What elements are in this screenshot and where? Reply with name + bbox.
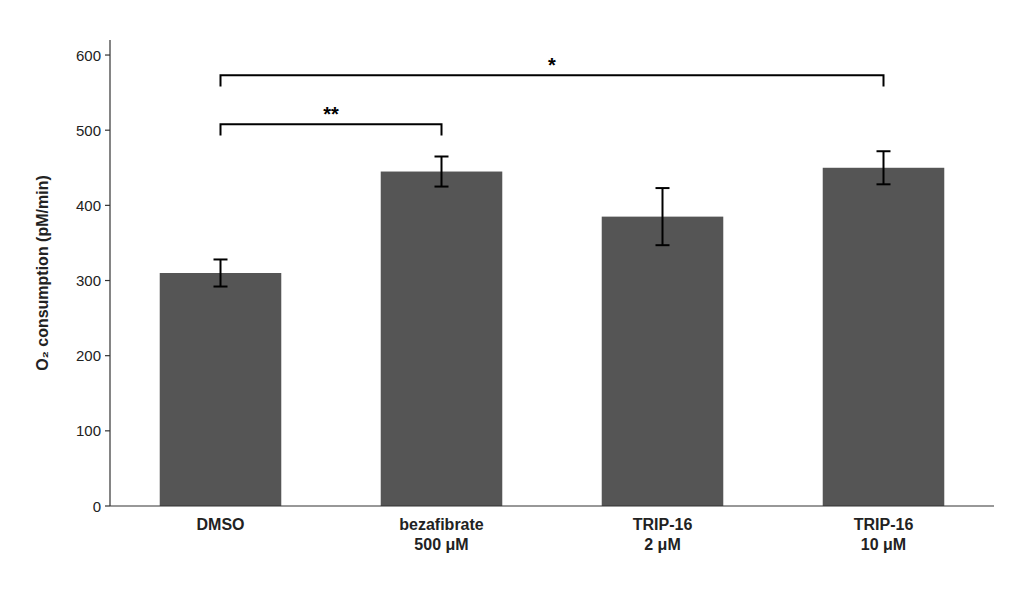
- y-tick: [105, 130, 110, 131]
- bar: [602, 217, 724, 506]
- y-tick-label: 0: [93, 498, 101, 515]
- bar: [160, 273, 282, 506]
- significance-bracket: [221, 124, 442, 135]
- error-bar: [656, 188, 670, 245]
- x-axis-line: [110, 505, 994, 506]
- plot-area: [160, 151, 945, 506]
- x-tick-label: bezafibrate500 μM: [399, 516, 484, 553]
- y-tick-label: 200: [76, 347, 101, 364]
- chart: 0 100 200 300 400 500 600 DMSO bezafibrate500 μM…: [0, 0, 1024, 598]
- chart-container: 0 100 200 300 400 500 600 DMSO bezafibrate500 μM…: [0, 0, 1024, 598]
- bar: [381, 172, 503, 506]
- y-tick-label: 400: [76, 197, 101, 214]
- y-axis-label: O₂ consumption (pM/min): [34, 175, 51, 371]
- error-bar: [435, 157, 449, 187]
- y-tick: [105, 205, 110, 206]
- y-tick-label: 300: [76, 272, 101, 289]
- x-tick-label: DMSO: [197, 516, 245, 533]
- error-bar: [214, 259, 228, 286]
- y-tick: [105, 355, 110, 356]
- significance-label: *: [548, 54, 556, 76]
- y-tick: [105, 54, 110, 55]
- y-tick-label: 500: [76, 122, 101, 139]
- y-tick-label: 600: [76, 47, 101, 64]
- y-tick: [105, 505, 110, 506]
- y-tick: [105, 430, 110, 431]
- bar: [823, 168, 945, 506]
- x-tick-label: TRIP-1610 μM: [854, 516, 914, 553]
- significance-bracket: [221, 75, 884, 86]
- y-tick-label: 100: [76, 422, 101, 439]
- x-tick-label: TRIP-162 μM: [633, 516, 693, 553]
- error-bar: [877, 151, 891, 184]
- significance-label: **: [323, 103, 339, 125]
- y-tick: [105, 280, 110, 281]
- y-axis-line: [109, 40, 110, 506]
